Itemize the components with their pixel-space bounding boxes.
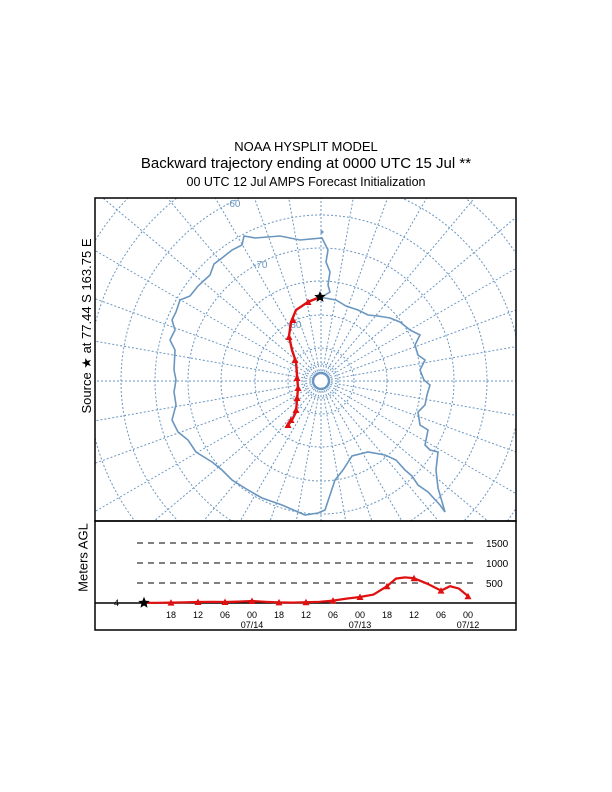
height-marker bbox=[464, 592, 472, 600]
map-trajectory-marker bbox=[292, 406, 300, 413]
height-marker bbox=[194, 598, 202, 605]
map-trajectory-marker bbox=[285, 333, 293, 340]
x-tick-label: 06 bbox=[328, 610, 338, 620]
height-marker bbox=[410, 574, 418, 582]
date-label: 07/14 bbox=[241, 620, 264, 630]
island-dot bbox=[320, 230, 324, 234]
x-tick-label: 00 bbox=[247, 610, 257, 620]
map-trajectory-marker bbox=[293, 394, 301, 401]
meridian-line bbox=[325, 198, 428, 373]
source-height-label: 4 bbox=[114, 598, 119, 608]
y-tick-label: 1000 bbox=[486, 559, 509, 570]
meridian-line bbox=[214, 198, 317, 373]
x-tick-label: 18 bbox=[274, 610, 284, 620]
x-tick-label: 12 bbox=[409, 610, 419, 620]
height-series-line bbox=[144, 576, 469, 604]
chart-title: NOAA HYSPLIT MODEL bbox=[234, 139, 378, 154]
meridian-line bbox=[239, 389, 317, 521]
x-tick-label: 00 bbox=[463, 610, 473, 620]
latitude-circle bbox=[154, 214, 488, 521]
x-tick-label: 12 bbox=[193, 610, 203, 620]
y-tick-label: 500 bbox=[486, 579, 503, 590]
meridian-line bbox=[153, 387, 314, 521]
chart-subtitle: Backward trajectory ending at 0000 UTC 1… bbox=[140, 155, 472, 172]
meridian-line bbox=[95, 340, 312, 380]
meridian-line bbox=[95, 385, 313, 513]
meridian-line bbox=[202, 388, 315, 521]
meridian-line bbox=[323, 390, 373, 521]
x-tick-label: 18 bbox=[166, 610, 176, 620]
height-marker bbox=[302, 598, 310, 606]
x-tick-label: 12 bbox=[301, 610, 311, 620]
x-tick-label: 06 bbox=[220, 610, 230, 620]
latitude-circle bbox=[303, 363, 339, 399]
map-trajectory-marker bbox=[291, 356, 299, 363]
pole-circle bbox=[311, 371, 331, 391]
map-trajectory-marker bbox=[304, 298, 312, 305]
meridian-line bbox=[328, 387, 489, 521]
meridian-line bbox=[329, 267, 516, 377]
meridian-line bbox=[269, 390, 319, 521]
meridian-line bbox=[322, 198, 354, 372]
meridian-line bbox=[323, 198, 389, 372]
map-trajectory bbox=[284, 291, 326, 428]
height-marker bbox=[248, 597, 256, 604]
meridian-line bbox=[295, 390, 320, 521]
meridian-line bbox=[330, 309, 516, 379]
latitude-circle bbox=[287, 347, 355, 415]
height-marker bbox=[167, 599, 175, 606]
x-tick-label: 06 bbox=[436, 610, 446, 620]
meridian-line bbox=[330, 382, 516, 416]
height-source-star-icon bbox=[138, 596, 150, 608]
meridian-line bbox=[325, 389, 403, 521]
meridian-line bbox=[95, 383, 312, 464]
antarctica-coastline bbox=[169, 235, 446, 516]
x-tick-label: 18 bbox=[382, 610, 392, 620]
lat-label-80: -80 bbox=[287, 320, 302, 331]
height-marker bbox=[437, 587, 445, 594]
meridian-line bbox=[322, 390, 347, 521]
map-trajectory-marker bbox=[293, 374, 301, 381]
height-marker bbox=[275, 598, 283, 606]
date-label: 07/12 bbox=[457, 620, 480, 630]
height-panel-frame bbox=[94, 520, 517, 631]
date-label: 07/13 bbox=[349, 620, 372, 630]
meridian-line bbox=[95, 249, 313, 377]
meridian-line bbox=[102, 198, 314, 375]
lat-label-60: -60 bbox=[226, 199, 241, 210]
latitude-labels: -60 -70 -80 bbox=[226, 199, 302, 331]
meridian-line bbox=[329, 385, 516, 495]
meridian-line bbox=[327, 198, 476, 374]
height-marker bbox=[356, 593, 364, 600]
meridian-line bbox=[253, 198, 319, 372]
lat-label-70: -70 bbox=[253, 260, 268, 271]
source-star-icon bbox=[314, 291, 326, 302]
meridian-line bbox=[95, 298, 312, 379]
meridian-line bbox=[330, 383, 516, 453]
meridian-line bbox=[328, 216, 516, 375]
latitude-circle bbox=[187, 247, 455, 515]
height-marker bbox=[383, 582, 391, 590]
height-marker bbox=[329, 597, 337, 604]
meridian-line bbox=[327, 388, 440, 521]
map-trajectory-marker bbox=[289, 316, 297, 323]
initialization-label: 00 UTC 12 Jul AMPS Forecast Initializati… bbox=[186, 175, 426, 189]
meridian-line bbox=[95, 382, 312, 422]
y-tick-label: 1500 bbox=[486, 539, 509, 550]
map-trajectory-marker bbox=[294, 384, 302, 391]
map-trajectory-marker bbox=[287, 416, 295, 423]
x-tick-label: 00 bbox=[355, 610, 365, 620]
height-marker bbox=[221, 598, 229, 605]
map-trajectory-marker bbox=[284, 421, 292, 428]
map-frame bbox=[94, 197, 517, 522]
meridian-line bbox=[330, 346, 516, 380]
meridian-line bbox=[166, 198, 315, 374]
